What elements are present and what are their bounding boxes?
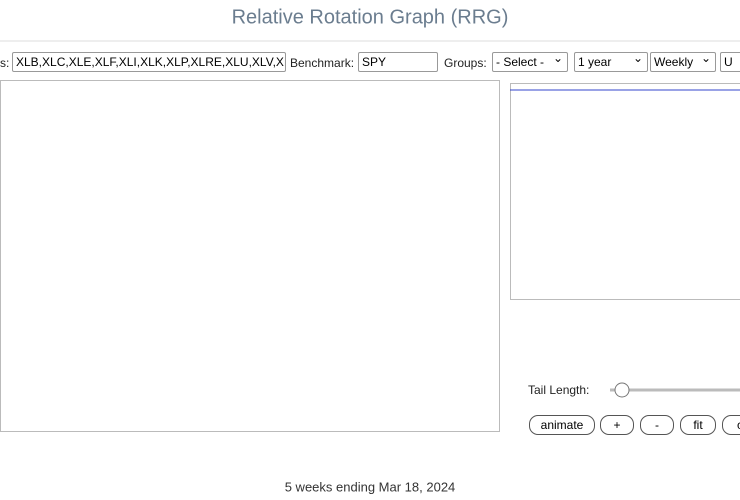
- groups-label: Groups:: [444, 56, 487, 70]
- plus-button[interactable]: +: [600, 415, 634, 435]
- rrg-frame: [0, 80, 500, 432]
- groups-select[interactable]: - Select -: [492, 52, 568, 72]
- c-button[interactable]: c: [722, 415, 740, 435]
- fit-button[interactable]: fit: [680, 415, 716, 435]
- animate-button[interactable]: animate: [529, 415, 595, 435]
- update-button[interactable]: U: [720, 52, 740, 72]
- symbols-input[interactable]: XLB,XLC,XLE,XLF,XLI,XLK,XLP,XLRE,XLU,XLV…: [12, 52, 286, 72]
- benchmark-label: Benchmark:: [290, 56, 355, 70]
- footer: 5 weeks ending Mar 18, 2024: [285, 479, 456, 494]
- symbols-label: s:: [0, 56, 10, 70]
- minus-button[interactable]: -: [640, 415, 674, 435]
- slider-thumb[interactable]: [614, 382, 630, 398]
- mini-frame: [510, 83, 740, 300]
- interval-select[interactable]: Weekly: [650, 52, 716, 72]
- page-title: Relative Rotation Graph (RRG): [232, 6, 509, 28]
- benchmark-input[interactable]: SPY: [358, 52, 438, 72]
- period-select[interactable]: 1 year: [574, 52, 648, 72]
- tail-label: Tail Length:: [528, 383, 590, 397]
